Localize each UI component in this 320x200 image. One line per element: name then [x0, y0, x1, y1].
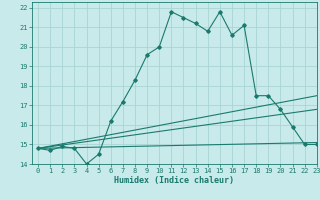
X-axis label: Humidex (Indice chaleur): Humidex (Indice chaleur) [115, 176, 234, 185]
